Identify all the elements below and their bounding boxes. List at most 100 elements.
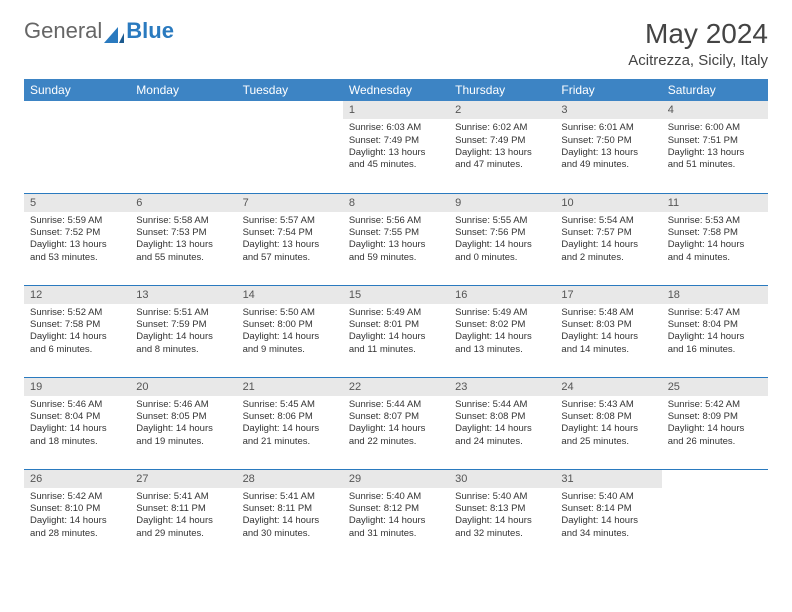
daylight-line2: and 8 minutes. bbox=[136, 344, 230, 356]
sunrise-text: Sunrise: 6:01 AM bbox=[561, 122, 655, 134]
location: Acitrezza, Sicily, Italy bbox=[628, 52, 768, 69]
calendar-cell: 28Sunrise: 5:41 AMSunset: 8:11 PMDayligh… bbox=[237, 469, 343, 561]
day-body: Sunrise: 5:59 AMSunset: 7:52 PMDaylight:… bbox=[24, 212, 130, 268]
day-body: Sunrise: 5:57 AMSunset: 7:54 PMDaylight:… bbox=[237, 212, 343, 268]
daylight-line2: and 4 minutes. bbox=[668, 252, 762, 264]
month-title: May 2024 bbox=[628, 18, 768, 50]
sunrise-text: Sunrise: 5:40 AM bbox=[349, 491, 443, 503]
daylight-line2: and 49 minutes. bbox=[561, 159, 655, 171]
calendar-cell: 13Sunrise: 5:51 AMSunset: 7:59 PMDayligh… bbox=[130, 285, 236, 377]
calendar-cell: 25Sunrise: 5:42 AMSunset: 8:09 PMDayligh… bbox=[662, 377, 768, 469]
daylight-line1: Daylight: 13 hours bbox=[30, 239, 124, 251]
daylight-line2: and 24 minutes. bbox=[455, 436, 549, 448]
day-body: Sunrise: 5:44 AMSunset: 8:07 PMDaylight:… bbox=[343, 396, 449, 452]
sunrise-text: Sunrise: 5:45 AM bbox=[243, 399, 337, 411]
sunrise-text: Sunrise: 5:49 AM bbox=[455, 307, 549, 319]
sunrise-text: Sunrise: 5:44 AM bbox=[455, 399, 549, 411]
daylight-line1: Daylight: 14 hours bbox=[349, 515, 443, 527]
sunset-text: Sunset: 8:07 PM bbox=[349, 411, 443, 423]
day-number: 24 bbox=[555, 378, 661, 396]
sunset-text: Sunset: 7:52 PM bbox=[30, 227, 124, 239]
calendar-cell: 4Sunrise: 6:00 AMSunset: 7:51 PMDaylight… bbox=[662, 101, 768, 193]
daylight-line2: and 32 minutes. bbox=[455, 528, 549, 540]
daylight-line2: and 9 minutes. bbox=[243, 344, 337, 356]
day-number: 20 bbox=[130, 378, 236, 396]
day-body: Sunrise: 5:45 AMSunset: 8:06 PMDaylight:… bbox=[237, 396, 343, 452]
calendar-cell: 10Sunrise: 5:54 AMSunset: 7:57 PMDayligh… bbox=[555, 193, 661, 285]
day-body: Sunrise: 5:49 AMSunset: 8:01 PMDaylight:… bbox=[343, 304, 449, 360]
calendar-cell: 19Sunrise: 5:46 AMSunset: 8:04 PMDayligh… bbox=[24, 377, 130, 469]
daylight-line2: and 0 minutes. bbox=[455, 252, 549, 264]
day-number: 30 bbox=[449, 470, 555, 488]
calendar-cell: 12Sunrise: 5:52 AMSunset: 7:58 PMDayligh… bbox=[24, 285, 130, 377]
day-number: 7 bbox=[237, 194, 343, 212]
day-body: Sunrise: 5:42 AMSunset: 8:09 PMDaylight:… bbox=[662, 396, 768, 452]
daylight-line1: Daylight: 14 hours bbox=[30, 331, 124, 343]
calendar-cell: 27Sunrise: 5:41 AMSunset: 8:11 PMDayligh… bbox=[130, 469, 236, 561]
day-number: 19 bbox=[24, 378, 130, 396]
calendar-cell: 30Sunrise: 5:40 AMSunset: 8:13 PMDayligh… bbox=[449, 469, 555, 561]
daylight-line2: and 2 minutes. bbox=[561, 252, 655, 264]
daylight-line1: Daylight: 14 hours bbox=[243, 423, 337, 435]
day-body: Sunrise: 5:48 AMSunset: 8:03 PMDaylight:… bbox=[555, 304, 661, 360]
day-number: 31 bbox=[555, 470, 661, 488]
calendar-cell bbox=[237, 101, 343, 193]
sunrise-text: Sunrise: 5:50 AM bbox=[243, 307, 337, 319]
calendar-cell: 16Sunrise: 5:49 AMSunset: 8:02 PMDayligh… bbox=[449, 285, 555, 377]
sunrise-text: Sunrise: 5:56 AM bbox=[349, 215, 443, 227]
day-number: 23 bbox=[449, 378, 555, 396]
day-body: Sunrise: 6:01 AMSunset: 7:50 PMDaylight:… bbox=[555, 119, 661, 175]
daylight-line2: and 30 minutes. bbox=[243, 528, 337, 540]
daylight-line2: and 21 minutes. bbox=[243, 436, 337, 448]
daylight-line2: and 45 minutes. bbox=[349, 159, 443, 171]
daylight-line2: and 13 minutes. bbox=[455, 344, 549, 356]
weekday-header: Friday bbox=[555, 79, 661, 101]
calendar-cell: 9Sunrise: 5:55 AMSunset: 7:56 PMDaylight… bbox=[449, 193, 555, 285]
daylight-line1: Daylight: 13 hours bbox=[455, 147, 549, 159]
calendar-cell: 6Sunrise: 5:58 AMSunset: 7:53 PMDaylight… bbox=[130, 193, 236, 285]
daylight-line2: and 26 minutes. bbox=[668, 436, 762, 448]
day-number: 12 bbox=[24, 286, 130, 304]
calendar-cell: 1Sunrise: 6:03 AMSunset: 7:49 PMDaylight… bbox=[343, 101, 449, 193]
sunrise-text: Sunrise: 6:02 AM bbox=[455, 122, 549, 134]
daylight-line1: Daylight: 14 hours bbox=[30, 423, 124, 435]
sunset-text: Sunset: 8:05 PM bbox=[136, 411, 230, 423]
sunrise-text: Sunrise: 5:53 AM bbox=[668, 215, 762, 227]
sunset-text: Sunset: 7:49 PM bbox=[455, 135, 549, 147]
day-body: Sunrise: 5:40 AMSunset: 8:12 PMDaylight:… bbox=[343, 488, 449, 544]
day-number: 14 bbox=[237, 286, 343, 304]
day-number: 11 bbox=[662, 194, 768, 212]
sunset-text: Sunset: 8:02 PM bbox=[455, 319, 549, 331]
day-number: 10 bbox=[555, 194, 661, 212]
sunset-text: Sunset: 8:12 PM bbox=[349, 503, 443, 515]
daylight-line2: and 31 minutes. bbox=[349, 528, 443, 540]
sunset-text: Sunset: 8:06 PM bbox=[243, 411, 337, 423]
daylight-line2: and 18 minutes. bbox=[30, 436, 124, 448]
daylight-line1: Daylight: 14 hours bbox=[561, 331, 655, 343]
calendar-cell: 15Sunrise: 5:49 AMSunset: 8:01 PMDayligh… bbox=[343, 285, 449, 377]
calendar-cell: 26Sunrise: 5:42 AMSunset: 8:10 PMDayligh… bbox=[24, 469, 130, 561]
daylight-line2: and 14 minutes. bbox=[561, 344, 655, 356]
sunset-text: Sunset: 8:04 PM bbox=[30, 411, 124, 423]
daylight-line1: Daylight: 14 hours bbox=[136, 515, 230, 527]
daylight-line2: and 28 minutes. bbox=[30, 528, 124, 540]
day-body: Sunrise: 5:46 AMSunset: 8:05 PMDaylight:… bbox=[130, 396, 236, 452]
day-body: Sunrise: 5:40 AMSunset: 8:13 PMDaylight:… bbox=[449, 488, 555, 544]
sunset-text: Sunset: 7:58 PM bbox=[668, 227, 762, 239]
sunrise-text: Sunrise: 5:42 AM bbox=[668, 399, 762, 411]
weekday-header: Sunday bbox=[24, 79, 130, 101]
daylight-line2: and 11 minutes. bbox=[349, 344, 443, 356]
day-body: Sunrise: 6:03 AMSunset: 7:49 PMDaylight:… bbox=[343, 119, 449, 175]
calendar-cell: 5Sunrise: 5:59 AMSunset: 7:52 PMDaylight… bbox=[24, 193, 130, 285]
weekday-header: Wednesday bbox=[343, 79, 449, 101]
sunset-text: Sunset: 7:59 PM bbox=[136, 319, 230, 331]
calendar-cell: 18Sunrise: 5:47 AMSunset: 8:04 PMDayligh… bbox=[662, 285, 768, 377]
sunrise-text: Sunrise: 6:03 AM bbox=[349, 122, 443, 134]
sunset-text: Sunset: 7:50 PM bbox=[561, 135, 655, 147]
sunset-text: Sunset: 7:51 PM bbox=[668, 135, 762, 147]
day-number: 15 bbox=[343, 286, 449, 304]
daylight-line1: Daylight: 13 hours bbox=[561, 147, 655, 159]
calendar-week-row: 19Sunrise: 5:46 AMSunset: 8:04 PMDayligh… bbox=[24, 377, 768, 469]
day-number: 3 bbox=[555, 101, 661, 119]
daylight-line2: and 51 minutes. bbox=[668, 159, 762, 171]
